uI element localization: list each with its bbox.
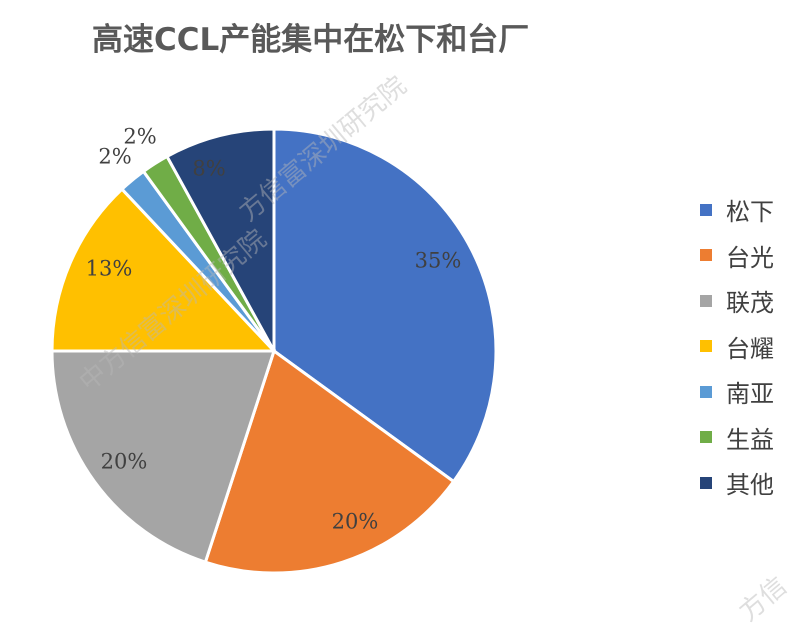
data-label-7: 8% bbox=[192, 157, 225, 181]
legend-item: 南亚 bbox=[700, 369, 774, 415]
legend-label: 南亚 bbox=[726, 380, 774, 409]
legend-item: 生益 bbox=[700, 415, 774, 461]
legend-swatch bbox=[700, 385, 712, 398]
data-label-2: 20% bbox=[332, 510, 379, 534]
legend-swatch bbox=[700, 431, 712, 444]
chart-title: 高速CCL产能集中在松下和台厂 bbox=[92, 22, 530, 58]
legend-item: 台耀 bbox=[700, 324, 774, 370]
data-label-6: 2% bbox=[123, 125, 156, 149]
legend-label: 台耀 bbox=[726, 334, 774, 363]
legend-swatch bbox=[700, 476, 712, 489]
data-label-4: 13% bbox=[86, 257, 133, 281]
pie-slice-7 bbox=[165, 127, 276, 352]
legend-label: 松下 bbox=[726, 198, 774, 227]
legend-swatch bbox=[700, 203, 712, 216]
pie-slice-4 bbox=[50, 187, 278, 353]
legend-item: 松下 bbox=[700, 187, 774, 233]
data-label-1: 35% bbox=[415, 249, 462, 273]
legend: 松下台光联茂台耀南亚生益其他 bbox=[700, 187, 774, 506]
legend-label: 联茂 bbox=[726, 289, 774, 318]
legend-item: 台光 bbox=[700, 233, 774, 279]
legend-swatch bbox=[700, 249, 712, 262]
legend-label: 台光 bbox=[726, 243, 774, 272]
data-label-5: 2% bbox=[98, 145, 131, 169]
legend-swatch bbox=[700, 340, 712, 353]
data-label-3: 20% bbox=[101, 450, 148, 474]
chart-frame: 高速CCL产能集中在松下和台厂 35% 20% 20% 13% 2% 2% 8% 松下台光联… bbox=[50, 22, 793, 628]
pie-slice-3 bbox=[50, 349, 277, 565]
pie-slice-2 bbox=[203, 348, 456, 575]
legend-swatch bbox=[700, 294, 712, 307]
legend-item: 联茂 bbox=[700, 278, 774, 324]
legend-label: 生益 bbox=[726, 425, 774, 454]
pie-slice-1 bbox=[272, 127, 498, 484]
legend-label: 其他 bbox=[726, 471, 774, 500]
legend-item: 其他 bbox=[700, 460, 774, 506]
pie-chart: 35% 20% 20% 13% 2%2% 8% bbox=[50, 125, 498, 575]
